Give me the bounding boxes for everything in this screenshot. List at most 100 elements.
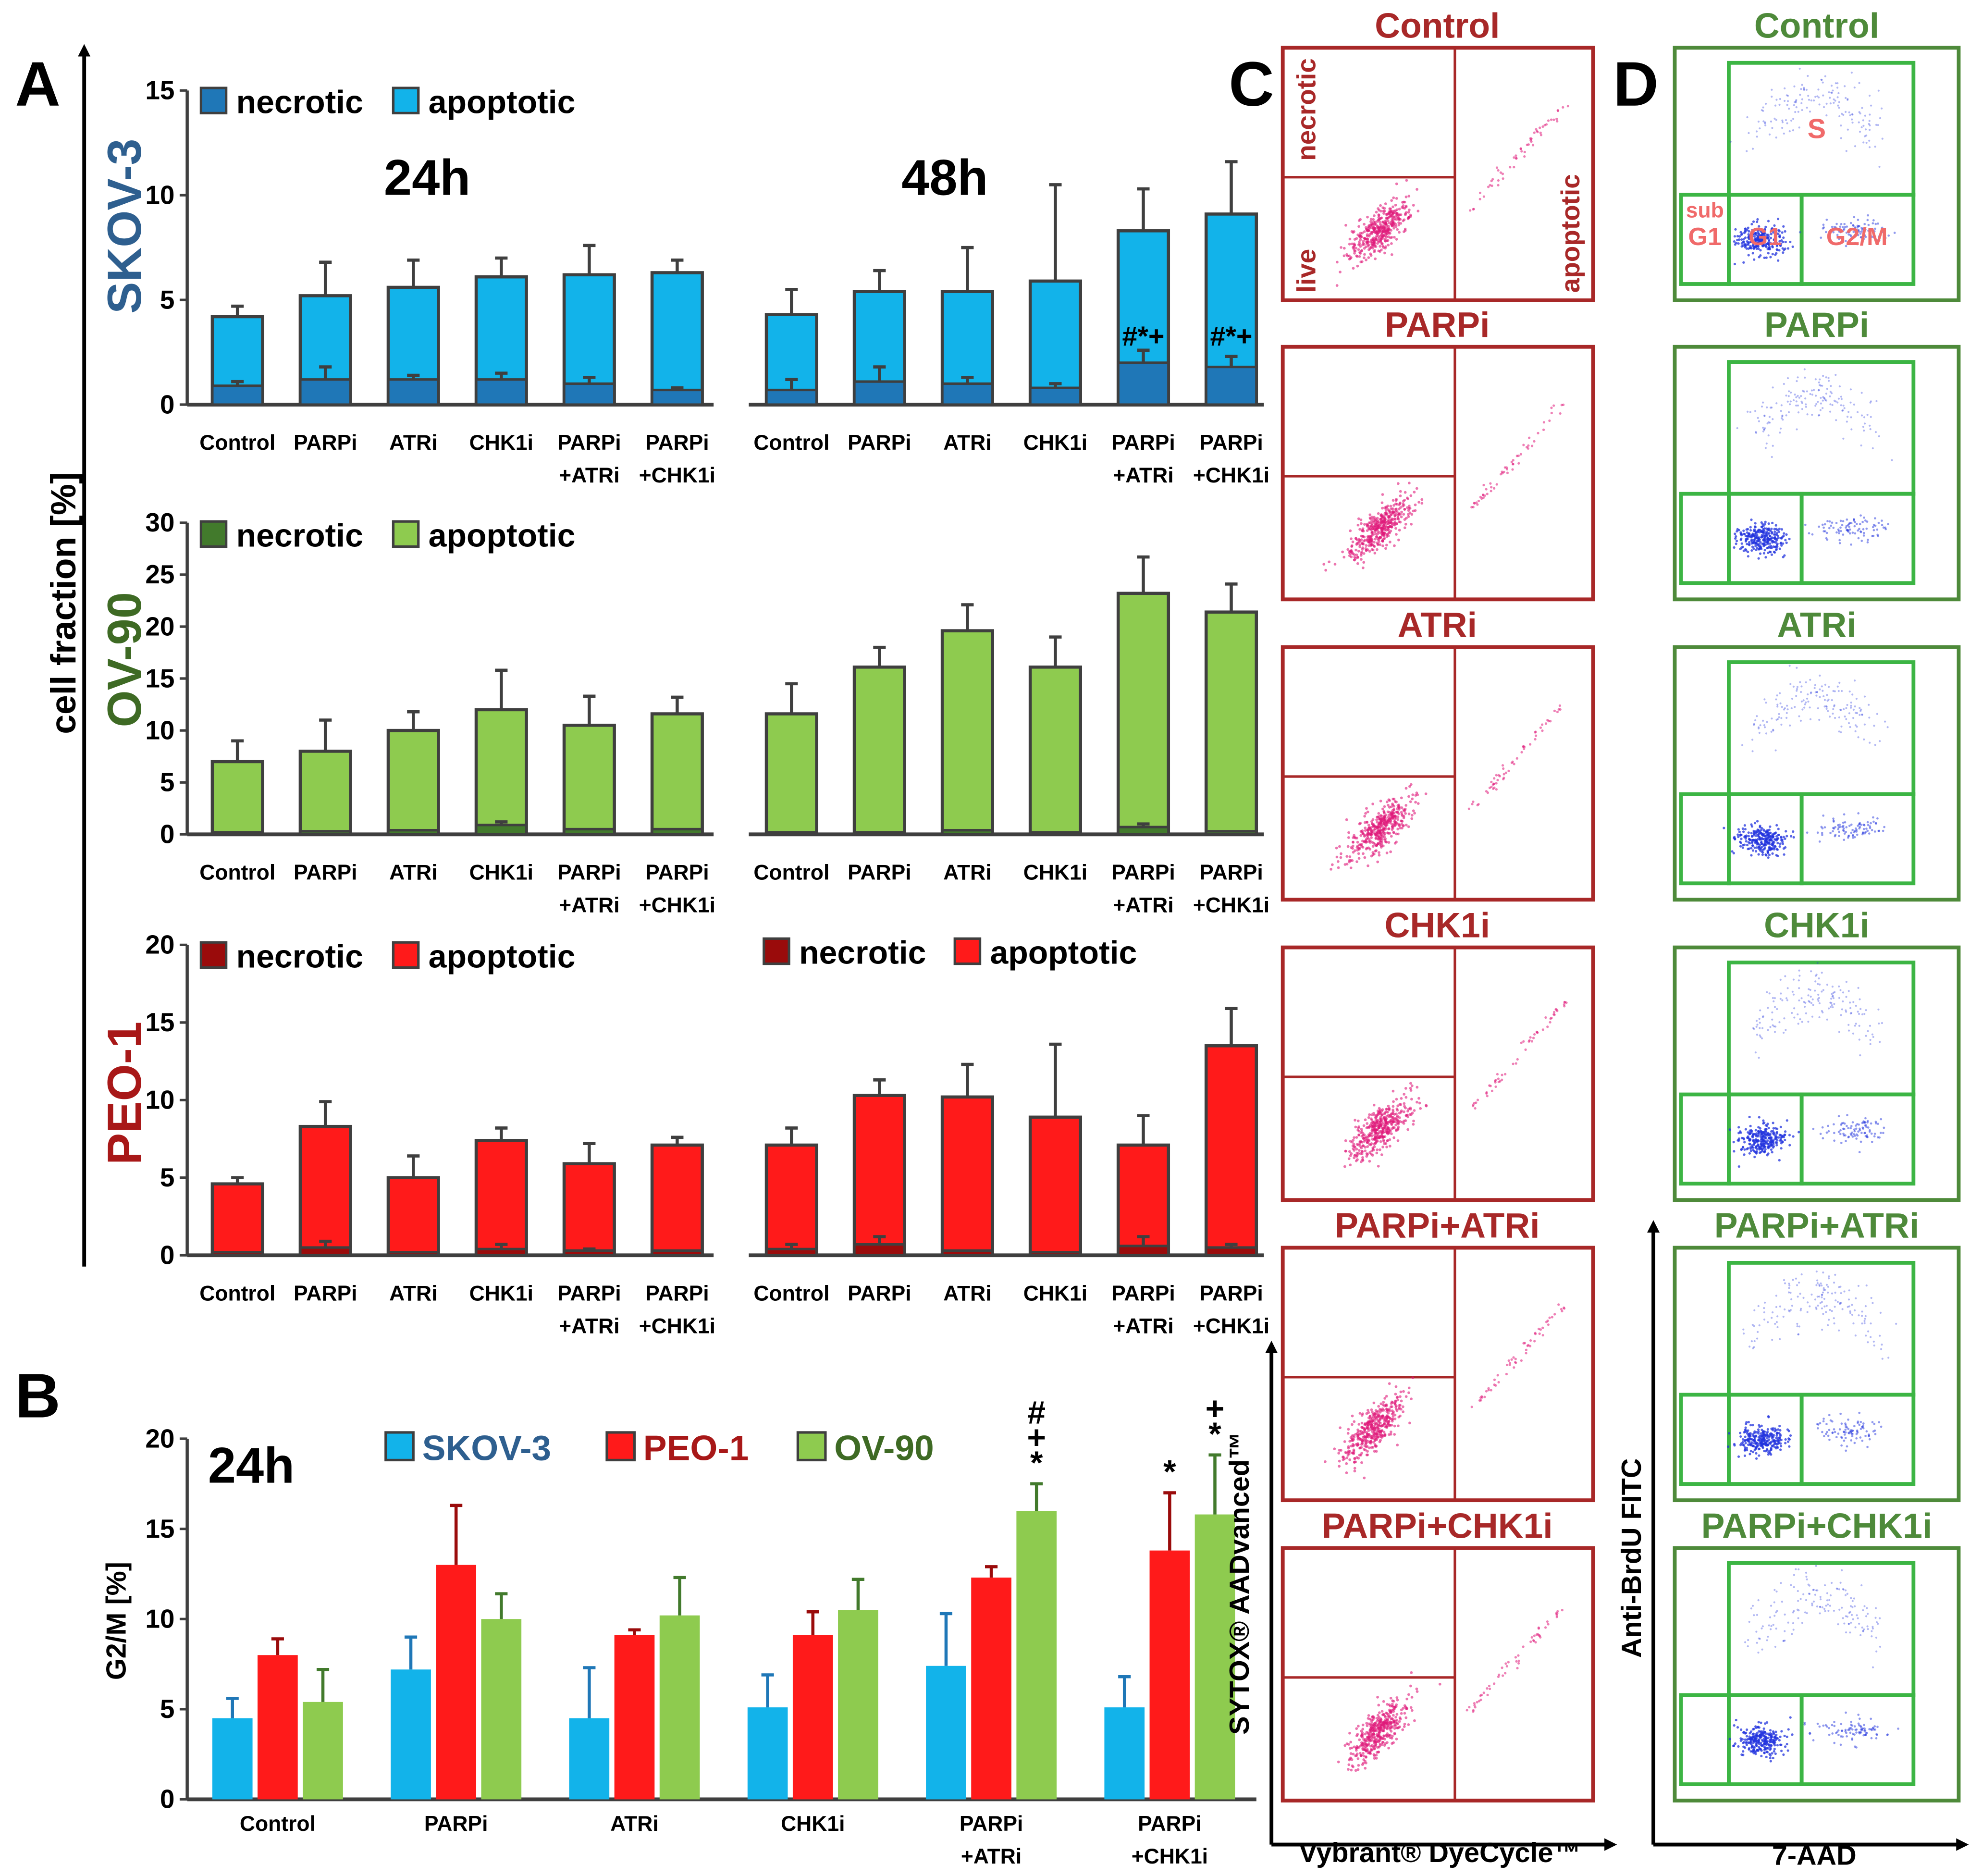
event-dot: [1382, 1713, 1385, 1716]
event-dot: [1376, 1696, 1379, 1699]
event-dot: [1877, 89, 1880, 92]
event-dot: [1376, 543, 1379, 546]
event-dot: [1762, 828, 1765, 831]
event-dot: [1387, 515, 1391, 518]
event-dot: [1562, 106, 1564, 109]
event-dot: [1408, 208, 1411, 211]
event-dot: [1375, 1444, 1378, 1448]
event-dot: [1353, 230, 1355, 233]
event-dot: [1396, 1444, 1399, 1447]
event-dot: [1351, 1451, 1354, 1455]
event-dot: [1517, 1659, 1520, 1662]
event-dot: [1392, 1721, 1396, 1724]
bar-necrotic: [651, 388, 704, 406]
event-dot: [1340, 852, 1342, 855]
event-dot: [1379, 818, 1382, 821]
event-dot: [1846, 529, 1849, 531]
event-dot: [1839, 519, 1842, 522]
event-dot: [1389, 1722, 1392, 1725]
bar-apoptotic: [386, 728, 440, 836]
event-dot: [1868, 716, 1871, 719]
event-dot: [1842, 404, 1845, 407]
event-dot: [1330, 863, 1334, 866]
event-dot: [1860, 540, 1863, 542]
category-label: PARPi: [1138, 1812, 1202, 1836]
event-dot: [1379, 843, 1381, 846]
event-dot: [1412, 1123, 1415, 1126]
event-dot: [1404, 804, 1408, 807]
event-dot: [1404, 824, 1408, 827]
event-dot: [1769, 256, 1772, 259]
event-dot: [1860, 126, 1863, 128]
gate-label-necrotic: necrotic: [1292, 58, 1321, 161]
significance-marker: #*+: [1122, 321, 1164, 352]
event-dot: [1766, 538, 1769, 541]
event-dot: [1546, 1320, 1549, 1322]
event-dot: [1820, 402, 1822, 405]
event-dot: [1410, 1397, 1413, 1401]
event-dot: [1829, 403, 1832, 406]
event-dot: [1324, 1460, 1327, 1463]
event-dot: [1353, 1467, 1356, 1470]
event-dot: [1797, 411, 1800, 414]
event-dot: [1364, 812, 1367, 815]
event-dot: [1838, 532, 1840, 535]
event-dot: [1849, 401, 1852, 404]
event-dot: [1789, 391, 1792, 394]
event-dot: [1853, 831, 1856, 834]
event-dot: [1348, 1731, 1351, 1735]
event-dot: [1804, 703, 1806, 705]
event-dot: [1754, 410, 1757, 412]
event-dot: [1823, 699, 1826, 701]
event-dot: [1786, 400, 1789, 403]
event-dot: [1393, 1417, 1397, 1420]
event-dot: [1381, 526, 1384, 530]
category-label: PARPi: [294, 431, 357, 455]
event-dot: [1881, 524, 1884, 527]
event-dot: [1786, 122, 1788, 124]
event-dot: [1757, 833, 1760, 836]
event-dot: [1763, 428, 1766, 431]
event-dot: [1399, 1414, 1402, 1418]
event-dot: [1866, 520, 1869, 523]
event-dot: [1875, 822, 1877, 825]
event-dot: [1398, 231, 1401, 234]
event-dot: [1400, 811, 1403, 814]
event-dot: [1827, 698, 1830, 701]
event-dot: [1847, 99, 1849, 101]
event-dot: [1368, 1446, 1371, 1449]
event-dot: [1478, 191, 1482, 194]
panel-a-y-axis-label: cell fraction [%]: [44, 472, 83, 734]
event-dot: [1740, 232, 1744, 235]
event-dot: [1373, 214, 1376, 217]
event-dot: [1773, 848, 1776, 851]
event-dot: [1379, 514, 1383, 517]
event-dot: [1486, 493, 1489, 495]
event-dot: [1807, 74, 1809, 77]
event-dot: [1549, 720, 1552, 723]
category-label: PARPi: [1111, 1282, 1175, 1305]
event-dot: [1747, 848, 1749, 851]
event-dot: [1397, 805, 1400, 809]
event-dot: [1527, 444, 1530, 447]
category-label: Control: [199, 431, 275, 455]
event-dot: [1357, 248, 1360, 251]
event-dot: [1868, 94, 1871, 97]
event-dot: [1369, 1425, 1373, 1428]
category-label: Control: [753, 1282, 829, 1305]
event-dot: [1402, 206, 1405, 210]
event-dot: [1555, 1612, 1558, 1615]
legend-label-apoptotic: apoptotic: [990, 935, 1137, 971]
event-dot: [1388, 1433, 1391, 1436]
event-dot: [1876, 817, 1879, 820]
cell-line-title-ov90: OV-90: [98, 592, 151, 728]
event-dot: [1365, 837, 1368, 840]
event-dot: [1389, 541, 1391, 543]
event-dot: [1744, 236, 1747, 239]
event-dot: [1370, 519, 1373, 523]
event-dot: [1786, 704, 1788, 707]
event-dot: [1355, 1456, 1358, 1459]
event-dot: [1395, 503, 1399, 506]
event-dot: [1407, 1386, 1411, 1390]
